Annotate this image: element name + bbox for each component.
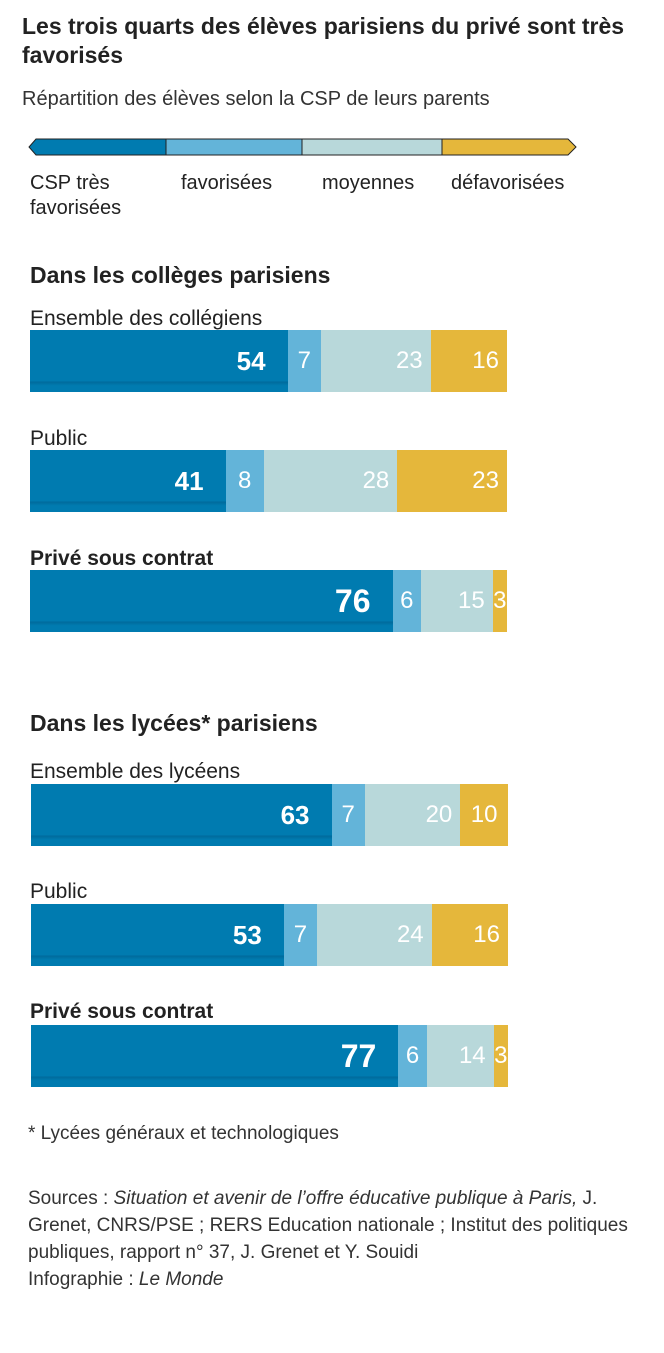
data-label: 63 <box>280 799 310 830</box>
data-label: 6 <box>405 1042 420 1069</box>
legend-swatch-defavorisees <box>441 138 577 156</box>
infographie-prefix: Infographie : <box>28 1269 139 1290</box>
data-label: 20 <box>425 801 453 828</box>
stacked-bar: 53 7 24 16 <box>31 904 508 966</box>
legend-label-favorisees: favorisées <box>181 172 273 194</box>
data-label: 7 <box>293 921 308 948</box>
bar-segment-favorisees: 6 <box>398 1025 427 1087</box>
data-label: 3 <box>494 1042 508 1069</box>
section-title: Dans les collèges parisiens <box>30 262 331 288</box>
chart-title: Les trois quarts des élèves parisiens du… <box>22 13 625 68</box>
bar-segment-defavorisees: 23 <box>397 450 507 512</box>
legend-swatch-moyennes <box>301 138 443 156</box>
data-label: 16 <box>472 347 499 374</box>
data-label: 16 <box>473 921 500 948</box>
data-label: 15 <box>457 587 485 614</box>
data-label: 6 <box>400 587 414 614</box>
bar-segment-defavorisees: 3 <box>493 1025 508 1087</box>
group-label: Privé sous contrat <box>30 547 214 570</box>
group-label: Public <box>30 427 88 450</box>
stacked-bar: 41 8 28 23 <box>30 450 507 512</box>
chart-subtitle: Répartition des élèves selon la CSP de l… <box>22 88 490 110</box>
sources-rest: J. Grenet, CNRS/PSE ; RERS Education nat… <box>28 1188 628 1263</box>
data-label: 76 <box>334 582 371 619</box>
bar-segment-moyennes: 24 <box>317 904 432 966</box>
legend-label-moyennes: moyennes <box>322 172 415 194</box>
legend-label-tres-favorisees: CSP très favorisées <box>30 172 122 219</box>
bar-segment-tres-favorisees: 53 <box>31 904 284 966</box>
group-label: Ensemble des collégiens <box>30 307 263 330</box>
bar-segment-tres-favorisees: 41 <box>30 450 226 512</box>
stacked-bar: 63 7 20 10 <box>31 784 508 846</box>
group-label: Ensemble des lycéens <box>30 760 241 783</box>
data-label: 28 <box>362 467 390 494</box>
bar-segment-defavorisees: 3 <box>492 570 507 632</box>
data-label: 77 <box>340 1037 377 1074</box>
data-label: 41 <box>174 465 204 496</box>
data-label: 54 <box>236 345 266 376</box>
bar-segment-moyennes: 20 <box>364 784 461 846</box>
stacked-bar: 54 7 23 16 <box>30 330 507 392</box>
bar-segment-moyennes: 23 <box>320 330 431 392</box>
bar-segment-moyennes: 28 <box>263 450 398 512</box>
bar-segment-moyennes: 15 <box>421 570 493 632</box>
sources-prefix: Sources : <box>28 1188 114 1209</box>
legend-label-defavorisees: défavorisées <box>451 172 565 194</box>
sources: Sources : Situation et avenir de l’offre… <box>28 1185 648 1293</box>
footnote: * Lycées généraux et technologiques <box>28 1123 339 1144</box>
infographie-credit: Le Monde <box>138 1269 224 1290</box>
data-label: 3 <box>493 587 507 614</box>
data-label: 24 <box>396 921 424 948</box>
data-label: 8 <box>237 467 252 494</box>
bar-segment-defavorisees: 16 <box>430 330 507 392</box>
data-label: 7 <box>341 801 355 828</box>
stacked-bar: 76 6 15 3 <box>30 570 507 632</box>
sources-title: Situation et avenir de l’offre éducative… <box>113 1188 578 1209</box>
legend-swatch-favorisees <box>165 138 303 156</box>
bar-segment-favorisees: 6 <box>392 570 422 632</box>
bar-segment-moyennes: 14 <box>426 1025 494 1087</box>
data-label: 14 <box>458 1042 486 1069</box>
data-label: 23 <box>472 467 499 494</box>
group-label: Privé sous contrat <box>30 1000 214 1023</box>
bar-segment-favorisees: 7 <box>287 330 321 392</box>
legend-color-bar <box>28 138 577 156</box>
legend-swatch-tres-favorisees <box>28 138 167 156</box>
bar-segment-favorisees: 8 <box>225 450 264 512</box>
bar-segment-favorisees: 7 <box>283 904 318 966</box>
bar-segment-tres-favorisees: 76 <box>30 570 393 632</box>
data-label: 10 <box>470 801 498 828</box>
bar-segment-tres-favorisees: 77 <box>31 1025 399 1087</box>
bar-segment-defavorisees: 10 <box>460 784 508 846</box>
section-title: Dans les lycées* parisiens <box>30 710 318 736</box>
bar-segment-favorisees: 7 <box>331 784 365 846</box>
data-label: 23 <box>395 347 423 374</box>
bar-segment-tres-favorisees: 63 <box>31 784 332 846</box>
data-label: 53 <box>232 919 262 950</box>
group-label: Public <box>30 880 88 903</box>
data-label: 7 <box>297 347 311 374</box>
stacked-bar: 77 6 14 3 <box>31 1025 508 1087</box>
bar-segment-defavorisees: 16 <box>431 904 508 966</box>
bar-segment-tres-favorisees: 54 <box>30 330 288 392</box>
